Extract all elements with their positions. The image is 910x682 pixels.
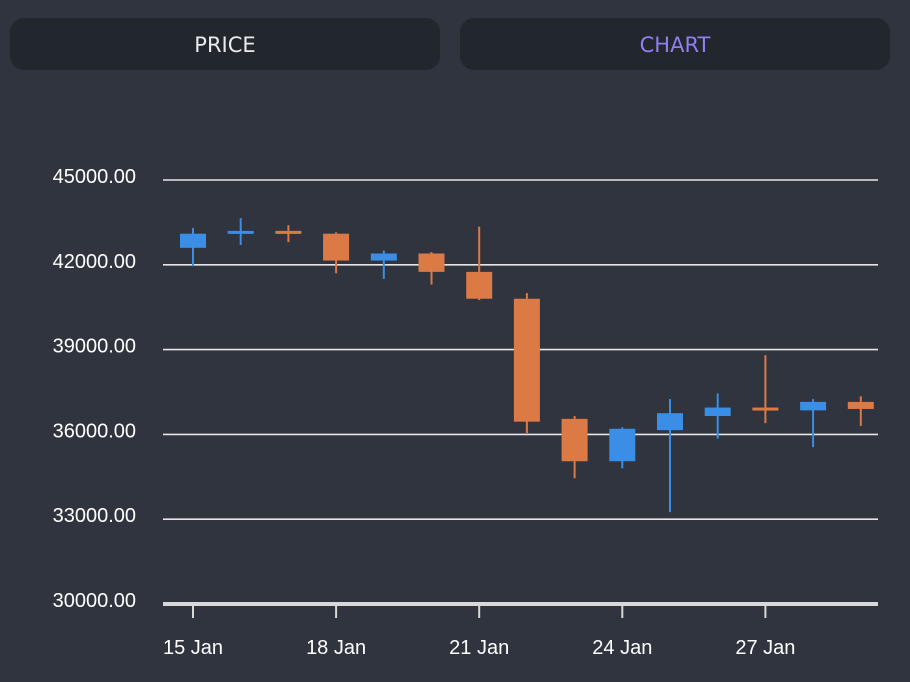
x-tick-label: 21 Jan xyxy=(449,637,509,659)
candle-16-jan[interactable] xyxy=(227,218,254,246)
candle-15-jan[interactable] xyxy=(180,228,206,267)
candle-26-jan[interactable] xyxy=(704,393,731,439)
candle-body xyxy=(180,233,206,248)
candle-body xyxy=(323,233,350,261)
candle-body xyxy=(513,298,540,422)
y-tick-label: 39000.00 xyxy=(53,336,136,358)
candle-18-jan[interactable] xyxy=(323,232,350,274)
grid-lines xyxy=(163,179,878,606)
y-tick-label: 30000.00 xyxy=(53,590,136,612)
candle-body xyxy=(752,407,779,411)
candle-body xyxy=(704,407,731,417)
candle-29-jan[interactable] xyxy=(847,396,874,426)
x-tick-label: 18 Jan xyxy=(306,637,366,659)
candle-body xyxy=(657,413,683,431)
candle-21-jan[interactable] xyxy=(466,226,493,301)
candle-body xyxy=(800,401,827,411)
candle-19-jan[interactable] xyxy=(370,250,397,279)
candles xyxy=(180,218,874,513)
candle-body xyxy=(466,271,493,299)
y-tick-label: 36000.00 xyxy=(53,420,136,442)
candle-23-jan[interactable] xyxy=(561,416,588,479)
candle-24-jan[interactable] xyxy=(609,427,636,469)
tab-chart[interactable]: CHART xyxy=(460,18,890,70)
x-axis: 15 Jan 18 Jan 21 Jan 24 Jan 27 Jan xyxy=(163,606,795,659)
tab-bar: PRICE CHART xyxy=(10,18,890,70)
y-axis: 45000.00 42000.00 39000.00 36000.00 33000.00… xyxy=(53,166,136,612)
x-tick-label: 15 Jan xyxy=(163,637,223,659)
x-tick-label: 24 Jan xyxy=(592,637,652,659)
candle-17-jan[interactable] xyxy=(275,225,302,243)
candle-20-jan[interactable] xyxy=(418,252,445,285)
candle-body xyxy=(561,418,588,462)
y-tick-label: 42000.00 xyxy=(53,251,136,273)
candle-body xyxy=(227,230,254,234)
candle-25-jan[interactable] xyxy=(657,399,683,513)
candle-body xyxy=(609,428,636,462)
x-tick-label: 27 Jan xyxy=(735,637,795,659)
candle-body xyxy=(370,253,397,261)
candle-body xyxy=(275,230,302,234)
y-tick-label: 33000.00 xyxy=(53,505,136,527)
candle-27-jan[interactable] xyxy=(752,355,779,424)
candle-22-jan[interactable] xyxy=(513,293,540,433)
y-tick-label: 45000.00 xyxy=(53,166,136,188)
tab-price[interactable]: PRICE xyxy=(10,18,440,70)
candle-28-jan[interactable] xyxy=(800,399,827,448)
candle-body xyxy=(847,401,874,409)
candle-body xyxy=(418,253,445,272)
